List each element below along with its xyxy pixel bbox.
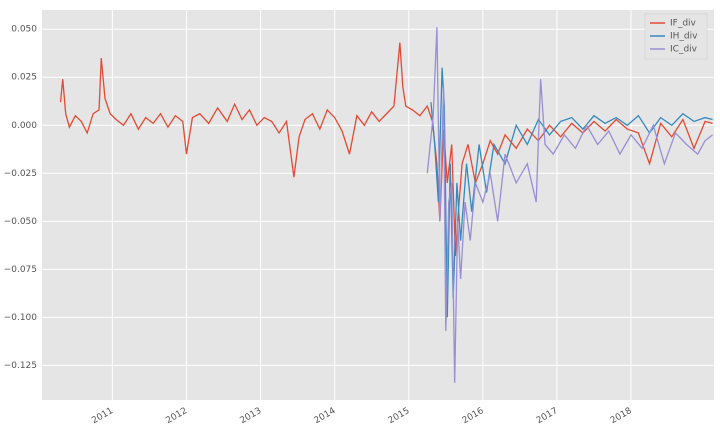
y-tick-label: 0.050 [11,25,37,35]
y-tick-label: −0.100 [4,313,38,323]
x-tick-label: 2013 [238,406,263,426]
series-line [430,67,713,318]
legend-label: IC_div [670,45,698,55]
y-tick-label: 0.025 [11,73,37,83]
x-tick-label: 2018 [609,406,634,426]
y-tick-label: −0.050 [4,217,38,227]
series-line [59,42,713,256]
x-tick-label: 2015 [387,406,412,426]
series-line [426,27,713,383]
y-tick-label: 0.000 [11,121,37,131]
x-tick-label: 2014 [313,406,338,426]
x-tick-label: 2017 [535,406,560,426]
y-tick-label: −0.125 [4,361,37,371]
legend-label: IH_div [670,32,698,42]
legend-label: IF_div [670,19,697,29]
x-tick-label: 2016 [461,406,486,426]
y-tick-label: −0.025 [4,169,37,179]
plot-area [42,10,714,400]
x-tick-label: 2011 [90,406,115,426]
x-tick-label: 2012 [164,406,189,426]
y-tick-label: −0.075 [4,265,37,275]
